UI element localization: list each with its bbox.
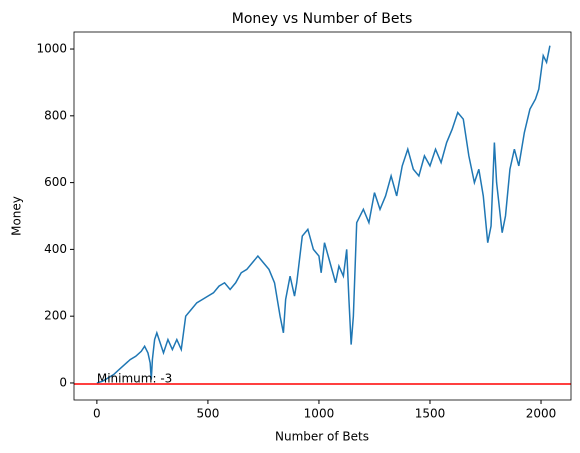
x-tick-label: 0 xyxy=(93,407,101,421)
x-tick-label: 2000 xyxy=(526,407,557,421)
y-tick-label: 200 xyxy=(44,309,67,323)
y-tick-label: 1000 xyxy=(36,42,67,56)
y-tick-label: 400 xyxy=(44,242,67,256)
x-tick-label: 1000 xyxy=(304,407,335,421)
data-line xyxy=(96,45,551,384)
x-tick-label: 1500 xyxy=(415,407,446,421)
y-tick-label: 800 xyxy=(44,108,67,122)
y-axis-label: Money xyxy=(10,196,24,236)
x-tick-label: 500 xyxy=(196,407,219,421)
y-tick-label: 600 xyxy=(44,175,67,189)
plot-frame xyxy=(73,31,572,401)
x-axis-label: Number of Bets xyxy=(275,430,369,444)
chart-title: Money vs Number of Bets xyxy=(232,11,413,27)
annotation: Minimum: -3 xyxy=(97,371,172,385)
y-tick-label: 0 xyxy=(59,375,67,389)
